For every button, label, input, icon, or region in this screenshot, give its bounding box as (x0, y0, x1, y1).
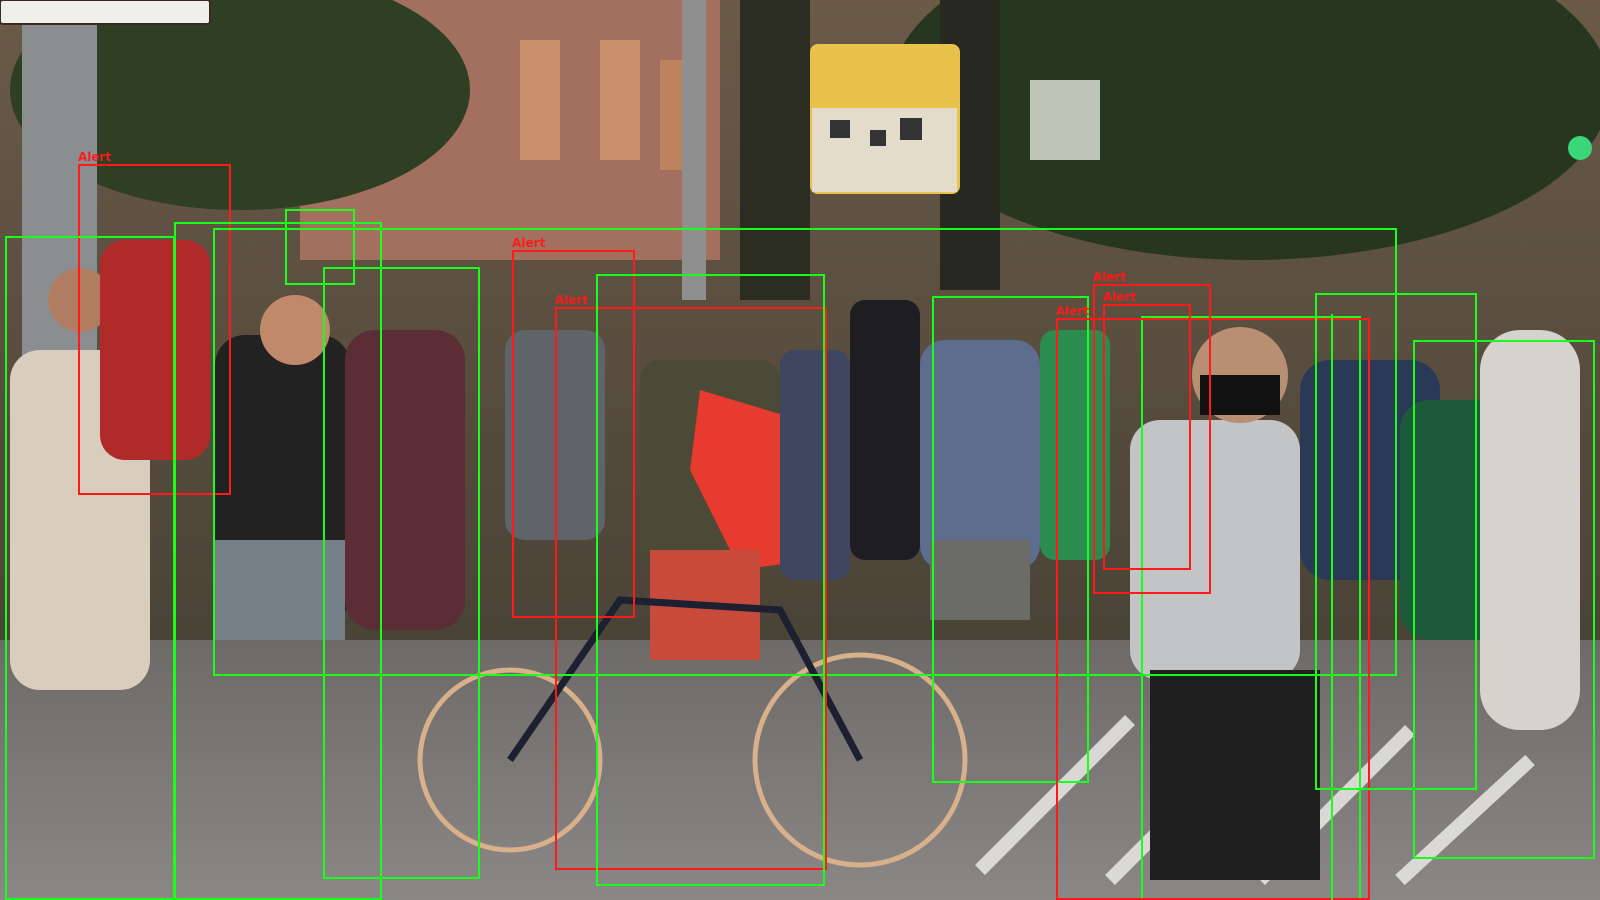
alert-label: Alert (512, 236, 546, 250)
detection-box-person (323, 267, 480, 879)
bicycle (417, 596, 968, 868)
street-sign (0, 0, 211, 25)
detection-box-person (174, 222, 382, 900)
detection-box-person (1331, 314, 1361, 900)
tree-canopy (890, 0, 1600, 260)
detection-box-alert: Alert (1056, 304, 1370, 900)
detection-box-alert: Alert (78, 150, 231, 495)
street (0, 640, 1600, 900)
alert-label: Alert (78, 150, 112, 164)
alert-label: Alert (1093, 270, 1127, 284)
detection-box-person (932, 296, 1089, 783)
detection-box-alert: Alert (1103, 290, 1191, 570)
detection-box-alert: Alert (1093, 270, 1211, 594)
alert-label: Alert (1103, 290, 1137, 304)
detection-box-alert: Alert (555, 293, 827, 870)
detection-box-alert: Alert (512, 236, 635, 618)
traffic-light (1568, 136, 1592, 160)
detection-box-person (285, 209, 355, 285)
detection-box-person (5, 236, 175, 900)
alert-label: Alert (1056, 304, 1090, 318)
tree-trunk (740, 0, 810, 300)
detection-box-person (1315, 293, 1477, 790)
detection-box-person (1413, 340, 1595, 859)
detection-box-person (596, 274, 825, 886)
alert-label: Alert (555, 293, 589, 307)
detection-box-person (213, 228, 1397, 676)
